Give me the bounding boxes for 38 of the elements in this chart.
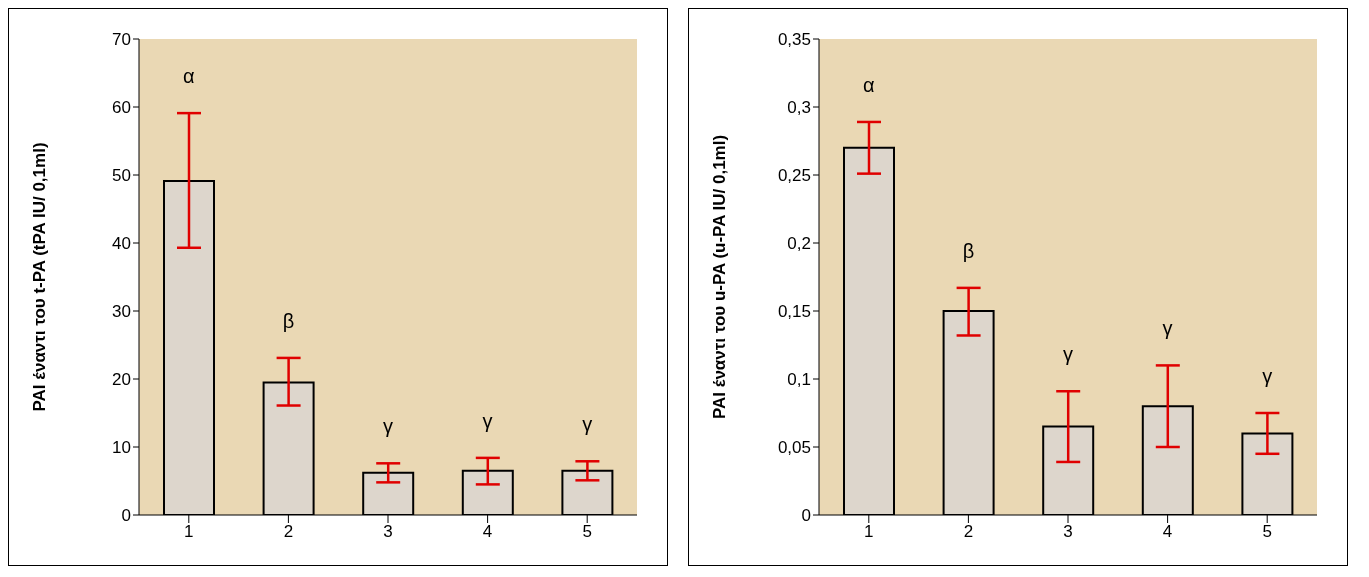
annotation: α xyxy=(863,73,875,96)
x-tick-label: 3 xyxy=(383,522,393,542)
y-axis-title: PAI έναντι του t-PA (tPA IU/ 0,1ml) xyxy=(30,142,50,412)
y-tick-label: 0,3 xyxy=(787,98,811,118)
y-tick-label: 0,35 xyxy=(777,30,811,50)
y-tick-label: 40 xyxy=(112,234,131,254)
x-tick-label: 5 xyxy=(582,522,592,542)
y-tick-label: 10 xyxy=(112,438,131,458)
annotation: γ xyxy=(1262,365,1273,387)
y-tick-label: 50 xyxy=(112,166,131,186)
y-tick-label: 60 xyxy=(112,98,131,118)
x-tick-label: 1 xyxy=(184,522,194,542)
y-tick-label: 0 xyxy=(121,506,131,526)
y-tick-label: 0,2 xyxy=(787,234,811,254)
y-tick-label: 20 xyxy=(112,370,131,390)
annotation: γ xyxy=(582,413,593,436)
y-tick-label: 70 xyxy=(112,30,131,50)
x-tick-label: 1 xyxy=(864,522,874,542)
annotation: α xyxy=(183,65,195,88)
y-tick-label: 0,15 xyxy=(777,302,811,322)
annotation: β xyxy=(282,309,295,332)
annotation: γ xyxy=(1162,317,1173,340)
x-tick-label: 4 xyxy=(1162,522,1173,542)
y-tick-label: 0,05 xyxy=(777,438,811,458)
y-tick-label: 30 xyxy=(112,302,131,322)
y-tick-label: 0,25 xyxy=(777,166,811,186)
x-tick-label: 4 xyxy=(482,522,493,542)
annotation: γ xyxy=(383,415,393,438)
y-tick-label: 0,1 xyxy=(787,370,811,390)
x-tick-label: 2 xyxy=(283,522,294,542)
x-tick-label: 5 xyxy=(1262,522,1272,542)
annotation: γ xyxy=(482,409,493,432)
y-tick-label: 0 xyxy=(801,506,811,526)
annotation: β xyxy=(962,239,975,262)
annotation: γ xyxy=(1063,343,1073,366)
x-tick-label: 3 xyxy=(1063,522,1073,542)
x-tick-label: 2 xyxy=(963,522,974,542)
y-axis-title: PAI έναντι του u-PA (u-PA IU/ 0,1ml) xyxy=(710,134,730,420)
